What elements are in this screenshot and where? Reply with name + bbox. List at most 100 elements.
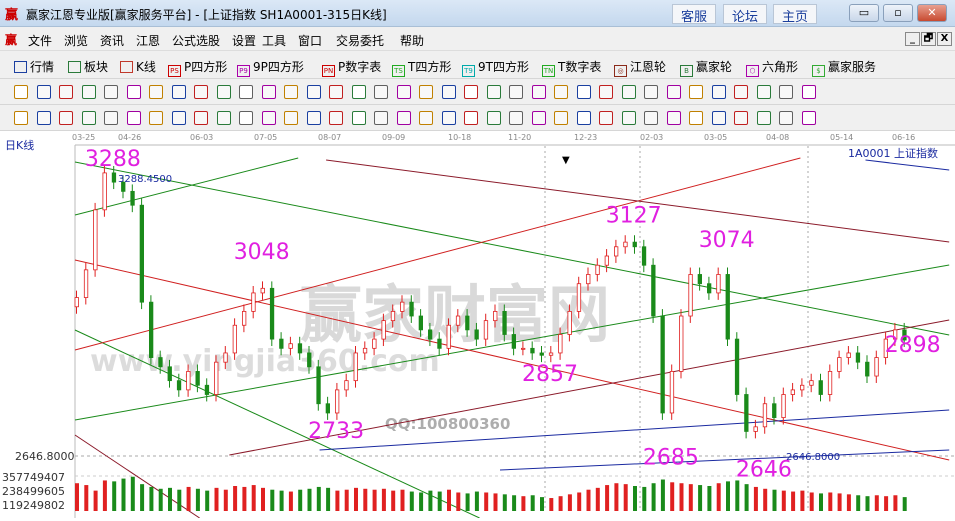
toolbar-button[interactable]: ◎ 江恩轮 [614,58,666,77]
tool-icon[interactable] [419,111,433,125]
tool-icon[interactable] [554,111,568,125]
tool-icon[interactable] [599,85,613,99]
tool-icon[interactable] [756,85,771,99]
tool-icon[interactable] [734,85,748,99]
tool-icon[interactable] [666,85,681,99]
tool-icon[interactable] [711,111,726,125]
toolbar-button[interactable]: TN T数字表 [542,58,601,77]
menu-item[interactable]: 窗口 [298,34,323,48]
tool-icon[interactable] [689,111,703,125]
tool-icon[interactable] [104,85,118,99]
tool-icon[interactable] [644,85,658,99]
tool-icon[interactable] [306,111,321,125]
tool-icon[interactable] [149,111,163,125]
menu-item[interactable]: 浏览 [64,34,89,48]
home-button[interactable]: 主页 [773,4,818,25]
tool-icon[interactable] [81,85,96,99]
tool-icon[interactable] [756,111,771,125]
tool-icon[interactable] [284,111,298,125]
tool-icon[interactable] [329,111,343,125]
menu-item[interactable]: 资讯 [100,34,125,48]
customer-service-button[interactable]: 客服 [672,4,717,25]
toolbar-button[interactable]: PN P数字表 [322,58,381,77]
tool-icon[interactable] [509,111,523,125]
tool-icon[interactable] [554,85,568,99]
tool-icon[interactable] [509,85,523,99]
toolbar-button[interactable]: 行情 [14,58,54,75]
tool-icon[interactable] [396,85,411,99]
menu-item[interactable]: 交易委托 [336,34,385,48]
tool-icon[interactable] [126,85,141,99]
tool-icon[interactable] [801,111,816,125]
tool-icon[interactable] [689,85,703,99]
tool-icon[interactable] [441,85,456,99]
tool-icon[interactable] [599,111,613,125]
menu-item[interactable]: 设置 [232,34,257,48]
tool-icon[interactable] [261,111,276,125]
menu-item[interactable]: 帮助 [400,34,425,48]
tool-icon[interactable] [576,85,591,99]
tool-icon[interactable] [621,111,636,125]
menu-item[interactable]: 江恩 [136,34,161,48]
menu-item[interactable]: 公式选股 [172,34,221,48]
menu-item[interactable]: 文件 [28,34,53,48]
tool-icon[interactable] [779,111,793,125]
minimize-button[interactable]: ▭ [849,4,879,22]
tool-icon[interactable] [351,111,366,125]
tool-icon[interactable] [36,111,51,125]
maximize-button[interactable]: ▫ [883,4,913,22]
tool-icon[interactable] [216,111,231,125]
toolbar-button[interactable]: PS P四方形 [168,58,227,77]
tool-icon[interactable] [194,111,208,125]
tool-icon[interactable] [666,111,681,125]
tool-icon[interactable] [126,111,141,125]
toolbar-button[interactable]: $ 赢家服务 [812,58,876,77]
tool-icon[interactable] [261,85,276,99]
tool-icon[interactable] [464,85,478,99]
tool-icon[interactable] [14,111,28,125]
toolbar-button[interactable]: 板块 [68,58,108,75]
tool-icon[interactable] [239,111,253,125]
tool-icon[interactable] [36,85,51,99]
tool-icon[interactable] [734,111,748,125]
kline-chart[interactable]: 03-25 04-26 06-03 07-05 08-07 09-09 10-18 11-20… [0,131,955,519]
toolbar-button[interactable]: T9 9T四方形 [462,58,529,77]
tool-icon[interactable] [464,111,478,125]
tool-icon[interactable] [396,111,411,125]
tool-icon[interactable] [194,85,208,99]
tool-icon[interactable] [576,111,591,125]
tool-icon[interactable] [801,85,816,99]
tool-icon[interactable] [329,85,343,99]
tool-icon[interactable] [14,85,28,99]
tool-icon[interactable] [239,85,253,99]
tool-icon[interactable] [531,111,546,125]
mdi-restore-button[interactable]: 🗗 [921,32,936,46]
tool-icon[interactable] [171,111,186,125]
tool-icon[interactable] [486,111,501,125]
tool-icon[interactable] [216,85,231,99]
close-button[interactable]: ✕ [917,4,947,22]
tool-icon[interactable] [644,111,658,125]
tool-icon[interactable] [441,111,456,125]
tool-icon[interactable] [779,85,793,99]
tool-icon[interactable] [81,111,96,125]
tool-icon[interactable] [306,85,321,99]
tool-icon[interactable] [711,85,726,99]
forum-button[interactable]: 论坛 [723,4,768,25]
toolbar-button[interactable]: ⬡ 六角形 [746,58,798,77]
mdi-minimize-button[interactable]: _ [905,32,920,46]
toolbar-button[interactable]: TS T四方形 [392,58,451,77]
tool-icon[interactable] [171,85,186,99]
tool-icon[interactable] [284,85,298,99]
toolbar-button[interactable]: K线 [120,58,156,75]
tool-icon[interactable] [59,111,73,125]
tool-icon[interactable] [149,85,163,99]
toolbar-button[interactable]: P9 9P四方形 [237,58,304,77]
tool-icon[interactable] [531,85,546,99]
menu-item[interactable]: 工具 [262,34,287,48]
tool-icon[interactable] [486,85,501,99]
tool-icon[interactable] [104,111,118,125]
tool-icon[interactable] [59,85,73,99]
tool-icon[interactable] [419,85,433,99]
toolbar-button[interactable]: B 赢家轮 [680,58,732,77]
